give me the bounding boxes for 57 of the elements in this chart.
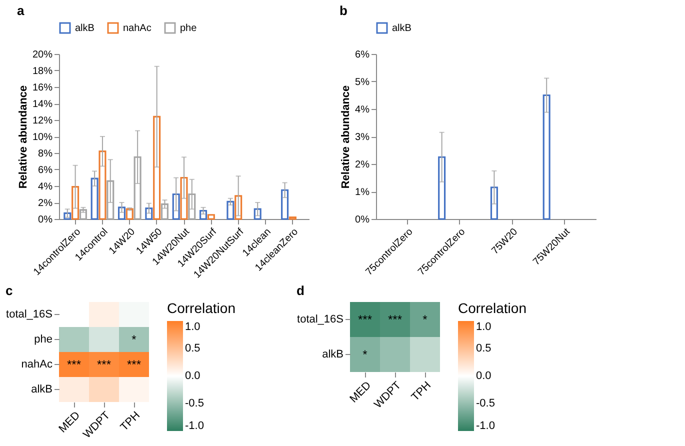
y-tick-label: alkB <box>31 384 52 396</box>
color-bar-label: 0.0 <box>185 370 200 382</box>
legend-title: Correlation <box>458 300 526 316</box>
color-bar-label: 0.0 <box>476 370 492 382</box>
y-tick-label: 16% <box>32 82 53 94</box>
y-tick-label: total_16S <box>297 314 344 326</box>
legend-label: alkB <box>392 23 412 34</box>
y-tick-label: total_16S <box>6 308 52 320</box>
color-bar-label: -0.5 <box>476 398 495 410</box>
data-label: * <box>132 332 137 346</box>
chart-title: a <box>16 3 25 18</box>
y-tick-label: 4% <box>38 182 53 192</box>
y-tick-label: 18% <box>32 66 53 77</box>
legend-title: Correlation <box>167 300 236 316</box>
color-bar-label: -1.0 <box>476 420 495 432</box>
y-tick-label: 3% <box>355 132 370 143</box>
data-label: *** <box>96 358 112 372</box>
y-tick-label: nahAc <box>21 358 53 370</box>
y-tick-label: 8% <box>38 148 53 160</box>
y-tick-label: 20% <box>32 50 53 60</box>
x-tick-label: TPH <box>118 409 143 434</box>
y-tick-label: 2% <box>38 198 53 209</box>
y-tick-label: 6% <box>355 50 370 60</box>
y-tick-label: phe <box>34 334 52 346</box>
chart-title: d <box>296 283 305 298</box>
data-label: *** <box>388 312 402 326</box>
y-tick-label: 4% <box>355 104 370 116</box>
color-bar-label: 0.5 <box>476 342 492 354</box>
y-tick-label: 1% <box>355 187 370 198</box>
chart-title: b <box>340 3 348 18</box>
y-tick-label: 14% <box>32 99 53 110</box>
y-axis-title: Relative abundance <box>340 85 352 189</box>
legend-label: alkB <box>75 23 95 34</box>
bar <box>438 156 446 220</box>
y-tick-label: 12% <box>32 116 53 126</box>
chart-title: c <box>6 283 13 298</box>
y-tick-label: 2% <box>355 160 370 170</box>
legend-label: nahAc <box>123 23 152 34</box>
y-tick-label: 6% <box>38 165 53 176</box>
y-tick-label: 5% <box>355 77 370 88</box>
color-bar-label: -0.5 <box>185 398 204 410</box>
color-bar-label: 0.5 <box>185 342 200 354</box>
color-bar-label: 1.0 <box>185 321 200 333</box>
x-tick-label: TPH <box>409 379 434 404</box>
y-tick-label: 0% <box>38 214 53 226</box>
data-label: *** <box>358 312 372 326</box>
color-bar-label: 1.0 <box>476 321 492 333</box>
data-label: *** <box>66 358 82 372</box>
y-axis-title: Relative abundance <box>17 85 30 189</box>
color-bar-label: -1.0 <box>185 420 204 432</box>
bar <box>542 94 550 220</box>
data-label: * <box>422 312 428 326</box>
legend-label: phe <box>180 23 198 34</box>
data-label: *** <box>126 358 142 372</box>
y-tick-label: 0% <box>355 214 370 226</box>
y-tick-label: 10% <box>32 132 53 143</box>
data-label: * <box>362 348 368 362</box>
